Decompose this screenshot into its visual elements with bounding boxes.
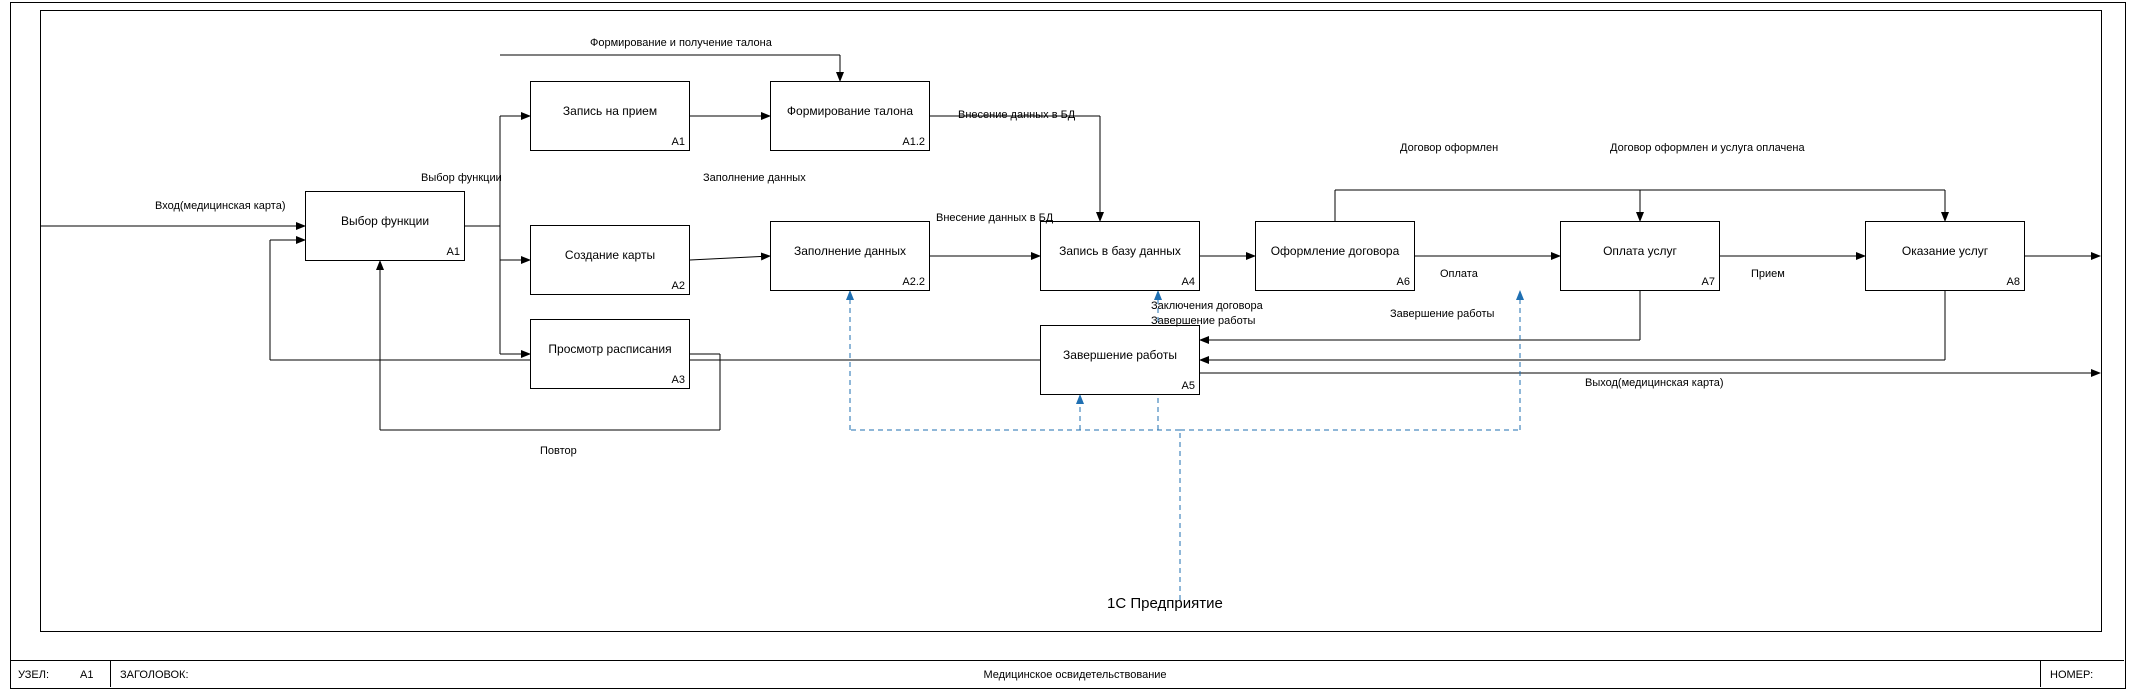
edge-label-dog_i_usluga: Договор оформлен и услуга оплачена: [1610, 142, 1805, 154]
node-label: Создание карты: [565, 248, 655, 262]
edge-label-zap_dannyh: Заполнение данных: [703, 172, 806, 184]
node-a6_dog: Оформление договора A6: [1255, 221, 1415, 291]
edge-label-form_talona_top: Формирование и получение талона: [590, 37, 772, 49]
node-label: Заполнение данных: [794, 244, 906, 258]
footer-uzel-value: А1: [80, 669, 93, 681]
edge-label-vhod: Вход(медицинская карта): [155, 200, 286, 212]
edge-label-vnesenie_bd2: Внесение данных в БД: [936, 212, 1053, 224]
node-id: A8: [2007, 276, 2020, 288]
footer-zagolovok-value: Медицинское освидетельствование: [110, 669, 2040, 681]
diagram-frame: Выбор функции A1 Запись на прием A1 Создание…: [0, 0, 2136, 700]
node-label: Запись на прием: [563, 104, 657, 118]
node-a2_sozd: Создание карты A2: [530, 225, 690, 295]
mechanism-label: 1С Предприятие: [1107, 595, 1223, 612]
edge-label-povtor: Повтор: [540, 445, 577, 457]
edge-label-zakl_dogovora: Заключения договора: [1151, 300, 1263, 312]
node-id: A6: [1397, 276, 1410, 288]
node-id: A1: [672, 136, 685, 148]
footer-uzel-label: УЗЕЛ:: [18, 669, 49, 681]
node-label: Формирование талона: [787, 104, 913, 118]
edge-label-zaversh_top: Завершение работы: [1151, 315, 1255, 327]
node-label: Оформление договора: [1271, 244, 1400, 258]
edge-label-vnesenie_bd1: Внесение данных в БД: [958, 109, 1075, 121]
edge-label-vybor_funkcii: Выбор функции: [421, 172, 502, 184]
node-id: A7: [1702, 276, 1715, 288]
node-a8_okaz: Оказание услуг A8: [1865, 221, 2025, 291]
node-a12_form: Формирование талона A1.2: [770, 81, 930, 151]
node-label: Выбор функции: [341, 214, 429, 228]
node-label: Завершение работы: [1063, 348, 1177, 362]
node-a4_zapbd: Запись в базу данных A4: [1040, 221, 1200, 291]
footer-sep-col2: [2040, 660, 2041, 687]
node-id: A2: [672, 280, 685, 292]
node-id: A2.2: [902, 276, 925, 288]
node-label: Оказание услуг: [1902, 244, 1988, 258]
node-a22_zap: Заполнение данных A2.2: [770, 221, 930, 291]
node-id: A5: [1182, 380, 1195, 392]
node-a1_vybor: Выбор функции A1: [305, 191, 465, 261]
node-id: A3: [672, 374, 685, 386]
node-a5_zav: Завершение работы A5: [1040, 325, 1200, 395]
node-id: A4: [1182, 276, 1195, 288]
node-id: A1: [447, 246, 460, 258]
node-label: Запись в базу данных: [1059, 244, 1181, 258]
edge-label-vyhod: Выход(медицинская карта): [1585, 377, 1724, 389]
footer-sep-top: [10, 660, 2124, 661]
diagram-area-border: [40, 10, 2102, 632]
footer-nomer-label: НОМЕР:: [2050, 669, 2093, 681]
edge-label-oplata: Оплата: [1440, 268, 1478, 280]
node-label: Оплата услуг: [1603, 244, 1677, 258]
node-label: Просмотр расписания: [548, 342, 671, 356]
edge-label-priem: Прием: [1751, 268, 1785, 280]
edge-label-dogovor_oform: Договор оформлен: [1400, 142, 1498, 154]
node-id: A1.2: [902, 136, 925, 148]
node-a7_opl: Оплата услуг A7: [1560, 221, 1720, 291]
edge-label-zaversh_right: Завершение работы: [1390, 308, 1494, 320]
node-a3_prosm: Просмотр расписания A3: [530, 319, 690, 389]
node-a1_zapis: Запись на прием A1: [530, 81, 690, 151]
